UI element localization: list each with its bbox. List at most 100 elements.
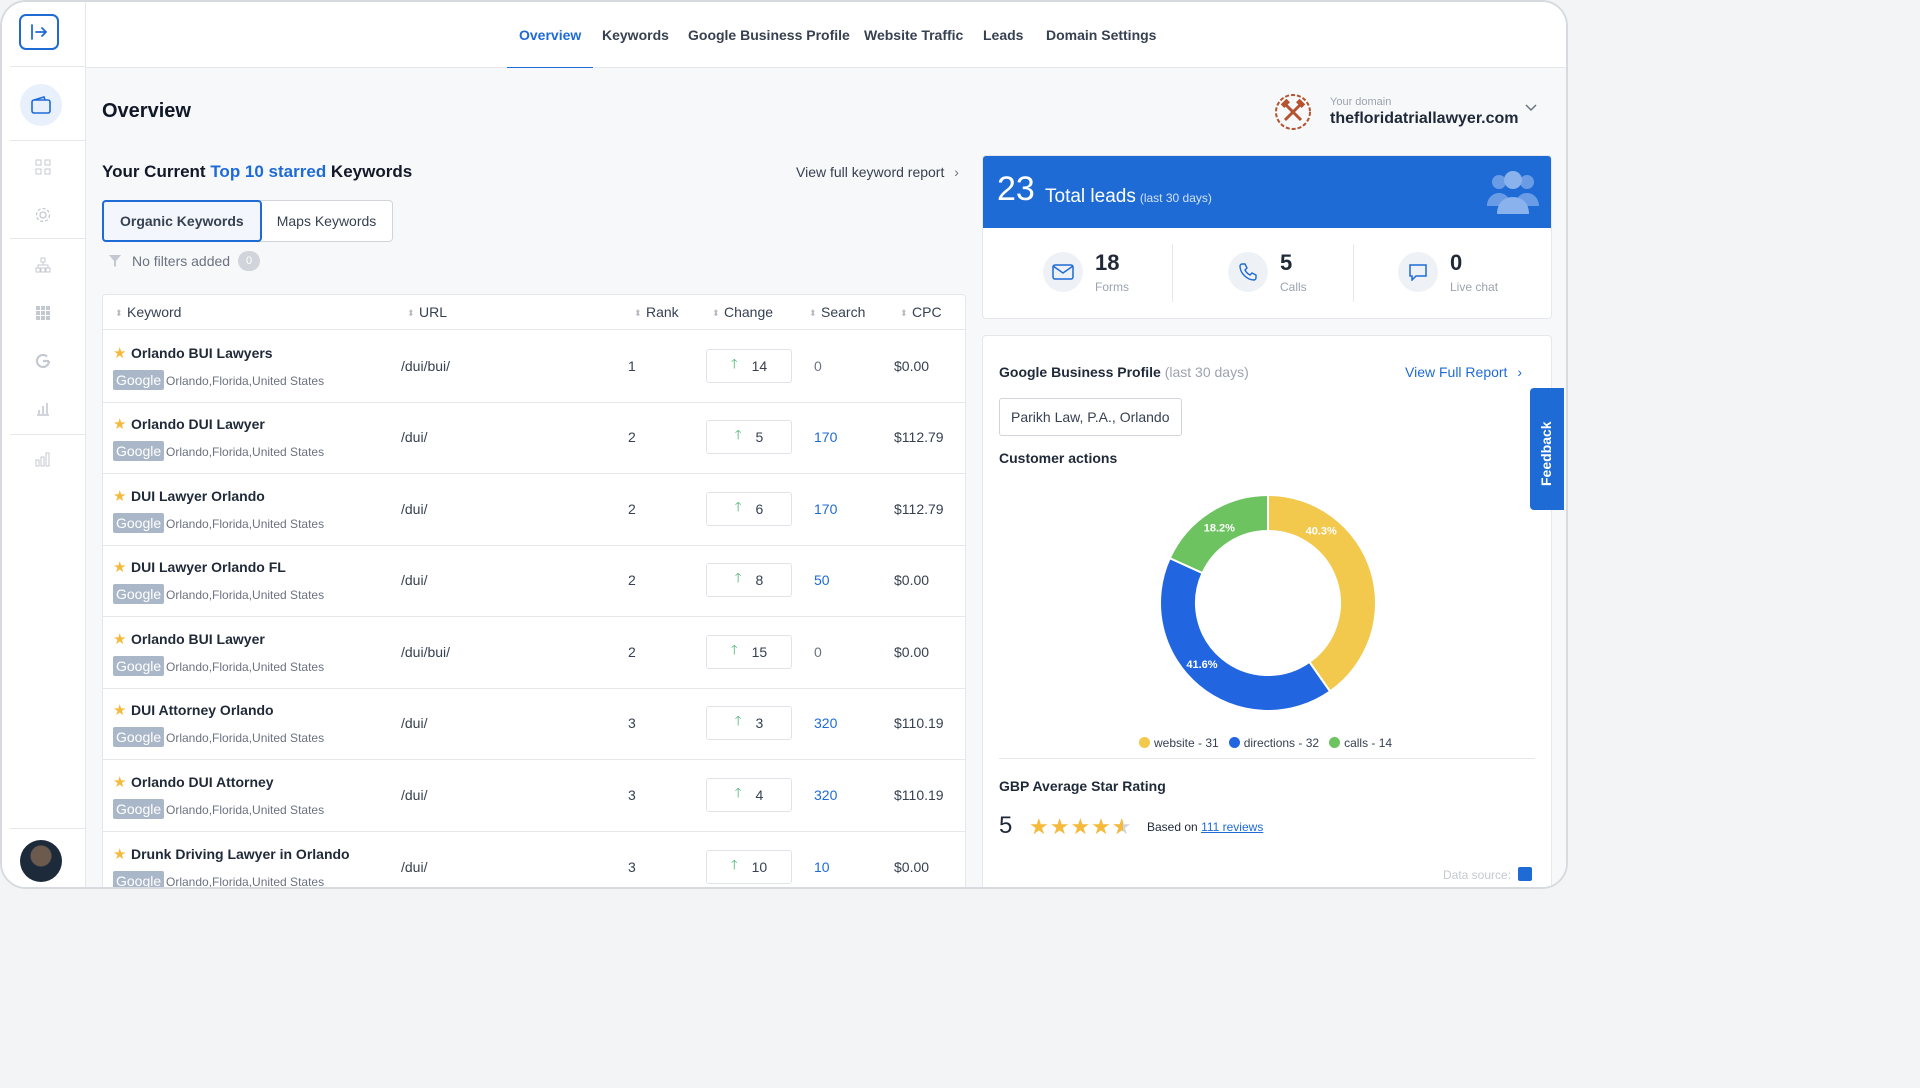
users-icon <box>1487 171 1539 214</box>
sidebar-item-reports[interactable] <box>32 448 54 470</box>
maps-keywords-button[interactable]: Maps Keywords <box>276 213 377 229</box>
sort-icon: ⬍ <box>712 308 720 319</box>
view-full-keyword-report-link[interactable]: View full keyword report › <box>796 164 959 180</box>
customer-actions-donut-chart: 40.3% 41.6% 18.2% <box>1159 493 1377 712</box>
keyword-cpc: $110.19 <box>894 715 944 731</box>
view-full-report-link[interactable]: View Full Report › <box>1405 364 1523 380</box>
filters-bar[interactable]: No filters added 0 <box>108 250 261 272</box>
google-badge: Google <box>113 513 165 533</box>
legend-dot <box>1139 737 1150 748</box>
star-icon[interactable]: ★ <box>113 559 127 576</box>
rank-change: 🡑 5 <box>706 420 792 454</box>
donut-slice-calls[interactable] <box>1168 493 1269 575</box>
tab-domain-settings[interactable]: Domain Settings <box>1046 27 1157 43</box>
keyword-location: Orlando,Florida,United States <box>166 803 325 817</box>
google-badge: Google <box>113 727 165 747</box>
legend-item-directions[interactable]: directions - 32 <box>1228 736 1319 750</box>
sidebar-item-settings[interactable] <box>32 204 54 226</box>
location-selector[interactable]: Parikh Law, P.A., Orlando <box>999 398 1182 436</box>
sidebar-item-analytics[interactable] <box>32 398 54 420</box>
star-icon[interactable]: ★ <box>113 416 127 433</box>
total-leads-label: Total leads (last 30 days) <box>1045 186 1212 207</box>
table-row[interactable]: ★ Drunk Driving Lawyer in Orlando Google… <box>103 832 965 889</box>
donut-slice-website[interactable] <box>1267 493 1377 693</box>
sidebar-item-apps[interactable] <box>32 302 54 324</box>
sidebar-divider <box>10 434 86 435</box>
legend-item-calls[interactable]: calls - 14 <box>1329 736 1392 750</box>
legend-item-website[interactable]: website - 31 <box>1139 736 1219 750</box>
column-url[interactable]: ⬍ URL <box>407 304 448 320</box>
star-icon[interactable]: ★ <box>113 631 127 648</box>
wallet-icon <box>31 96 51 114</box>
sitemap-icon <box>35 257 51 273</box>
phone-icon <box>1228 252 1268 292</box>
table-row[interactable]: ★ Orlando DUI Lawyer Google Orlando,Flor… <box>103 402 965 474</box>
donut-label-directions: 41.6% <box>1186 659 1217 671</box>
search-volume[interactable]: 50 <box>814 572 830 588</box>
column-change[interactable]: ⬍ Change <box>712 304 774 320</box>
donut-slice-directions[interactable] <box>1159 556 1332 712</box>
filter-icon <box>109 255 121 267</box>
table-row[interactable]: ★ Orlando DUI Attorney Google Orlando,Fl… <box>103 760 965 832</box>
total-leads-banner[interactable]: 23 Total leads (last 30 days) <box>983 156 1551 228</box>
keyword-location: Orlando,Florida,United States <box>166 660 325 674</box>
reviews-link[interactable]: 111 reviews <box>1201 820 1264 834</box>
arrow-up-icon: 🡑 <box>734 785 742 800</box>
star-icon[interactable]: ★ <box>113 774 127 791</box>
arrow-up-icon: 🡑 <box>734 570 742 585</box>
table-row[interactable]: ★ Orlando BUI Lawyers Google Orlando,Flo… <box>103 331 965 403</box>
tab-google-business-profile[interactable]: Google Business Profile <box>688 27 850 43</box>
user-avatar[interactable] <box>20 840 62 882</box>
bar-chart-icon <box>37 403 49 416</box>
table-row[interactable]: ★ DUI Attorney Orlando Google Orlando,Fl… <box>103 688 965 760</box>
forms-count: 18 <box>1095 250 1120 275</box>
keyword-location: Orlando,Florida,United States <box>166 875 325 889</box>
search-volume[interactable]: 320 <box>814 787 838 803</box>
tab-website-traffic[interactable]: Website Traffic <box>864 27 964 43</box>
donut-label-website: 40.3% <box>1306 525 1337 537</box>
sidebar-divider <box>10 140 86 141</box>
search-volume[interactable]: 170 <box>814 429 838 445</box>
keyword-name: DUI Lawyer Orlando FL <box>131 559 286 575</box>
star-icon[interactable]: ★ <box>113 488 127 505</box>
table-row[interactable]: ★ DUI Lawyer Orlando FL Google Orlando,F… <box>103 545 965 617</box>
chevron-right-icon: › <box>1517 364 1523 380</box>
table-row[interactable]: ★ DUI Lawyer Orlando Google Orlando,Flor… <box>103 474 965 546</box>
feedback-button[interactable]: Feedback <box>1530 388 1564 510</box>
sidebar-item-sitemap[interactable] <box>32 254 54 276</box>
search-volume[interactable]: 320 <box>814 715 838 731</box>
keyword-name: DUI Attorney Orlando <box>131 702 274 718</box>
tab-overview[interactable]: Overview <box>506 2 594 69</box>
reviews-count: Based on 111 reviews <box>1147 820 1264 834</box>
table-row[interactable]: ★ Orlando BUI Lawyer Google Orlando,Flor… <box>103 617 965 689</box>
keyword-cpc: $0.00 <box>894 358 930 374</box>
leads-card: 23 Total leads (last 30 days) 18 Forms 5 … <box>982 155 1552 319</box>
sidebar-item-dashboard[interactable] <box>32 156 54 178</box>
column-search[interactable]: ⬍ Search <box>809 304 866 320</box>
sidebar-divider <box>10 238 86 239</box>
search-volume[interactable]: 170 <box>814 501 838 517</box>
column-cpc[interactable]: ⬍ CPC <box>900 304 942 320</box>
sidebar-item-google[interactable] <box>32 350 54 372</box>
star-icon[interactable]: ★ <box>113 846 127 863</box>
table-header: ⬍ Keyword ⬍ URL ⬍ Rank ⬍ Change ⬍ Search ⬍ CPC <box>103 295 965 330</box>
google-badge: Google <box>113 871 165 887</box>
keyword-rank: 2 <box>628 501 636 517</box>
main-content: Overview Your domain thefloridatriallawy… <box>86 68 1566 889</box>
calls-label: Calls <box>1280 280 1307 294</box>
rank-change: 🡑 14 <box>706 349 792 383</box>
sidebar-toggle-button[interactable] <box>19 14 59 50</box>
star-icon[interactable]: ★ <box>113 345 127 362</box>
keyword-location: Orlando,Florida,United States <box>166 588 325 602</box>
domain-selector[interactable]: Your domain thefloridatriallawyer.com <box>1272 92 1542 132</box>
search-volume[interactable]: 10 <box>814 859 830 875</box>
rating-title: GBP Average Star Rating <box>999 778 1166 794</box>
organic-keywords-button[interactable]: Organic Keywords <box>102 200 262 242</box>
tab-leads[interactable]: Leads <box>983 27 1024 43</box>
column-rank[interactable]: ⬍ Rank <box>634 304 679 320</box>
column-keyword[interactable]: ⬍ Keyword <box>115 304 182 320</box>
star-icon[interactable]: ★ <box>113 702 127 719</box>
sidebar-item-wallet[interactable] <box>20 84 62 126</box>
app-window: Overview Keywords Google Business Profil… <box>0 0 1568 889</box>
tab-keywords[interactable]: Keywords <box>602 27 669 43</box>
